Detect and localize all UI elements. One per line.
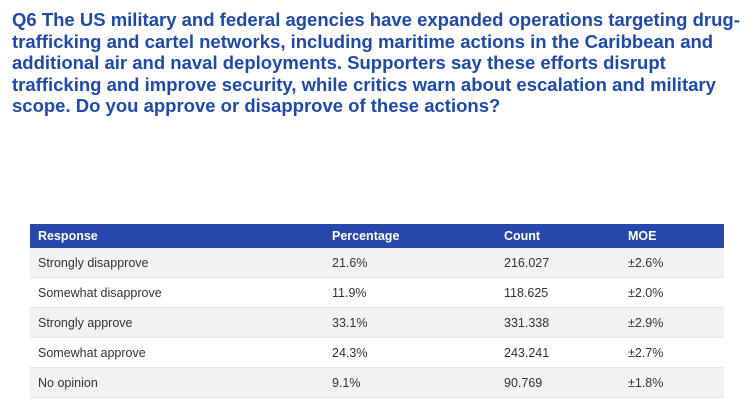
cell-response: Somewhat disapprove xyxy=(30,277,324,308)
column-header-moe: MOE xyxy=(628,229,657,243)
cell-moe: ±2.9% xyxy=(620,307,724,338)
table-row: Strongly disapprove 21.6% 216.027 ±2.6% xyxy=(30,248,724,278)
table-row: Somewhat disapprove 11.9% 118.625 ±2.0% xyxy=(30,277,724,308)
cell-moe: ±2.7% xyxy=(620,337,724,368)
cell-count: 331.338 xyxy=(496,307,620,338)
results-table: Response Percentage Count MOE Strongly d… xyxy=(30,224,724,398)
cell-count: 243.241 xyxy=(496,337,620,368)
cell-response: Strongly disapprove xyxy=(30,248,324,278)
table-row: Somewhat approve 24.3% 243.241 ±2.7% xyxy=(30,337,724,368)
cell-count: 216.027 xyxy=(496,248,620,278)
cell-count: 118.625 xyxy=(496,277,620,308)
cell-percentage: 33.1% xyxy=(324,307,496,338)
cell-percentage: 24.3% xyxy=(324,337,496,368)
cell-count: 90.769 xyxy=(496,367,620,398)
question-title: Q6 The US military and federal agencies … xyxy=(12,9,740,117)
table-header-row: Response Percentage Count MOE xyxy=(30,224,724,248)
cell-response: Strongly approve xyxy=(30,307,324,338)
cell-moe: ±2.0% xyxy=(620,277,724,308)
cell-percentage: 11.9% xyxy=(324,277,496,308)
column-header-percentage: Percentage xyxy=(332,229,400,243)
cell-percentage: 21.6% xyxy=(324,248,496,278)
cell-moe: ±1.8% xyxy=(620,367,724,398)
cell-moe: ±2.6% xyxy=(620,248,724,278)
column-header-count: Count xyxy=(504,229,541,243)
table-row: No opinion 9.1% 90.769 ±1.8% xyxy=(30,367,724,398)
table-row: Strongly approve 33.1% 331.338 ±2.9% xyxy=(30,307,724,338)
cell-response: Somewhat approve xyxy=(30,337,324,368)
column-header-response: Response xyxy=(38,229,98,243)
cell-percentage: 9.1% xyxy=(324,367,496,398)
cell-response: No opinion xyxy=(30,367,324,398)
